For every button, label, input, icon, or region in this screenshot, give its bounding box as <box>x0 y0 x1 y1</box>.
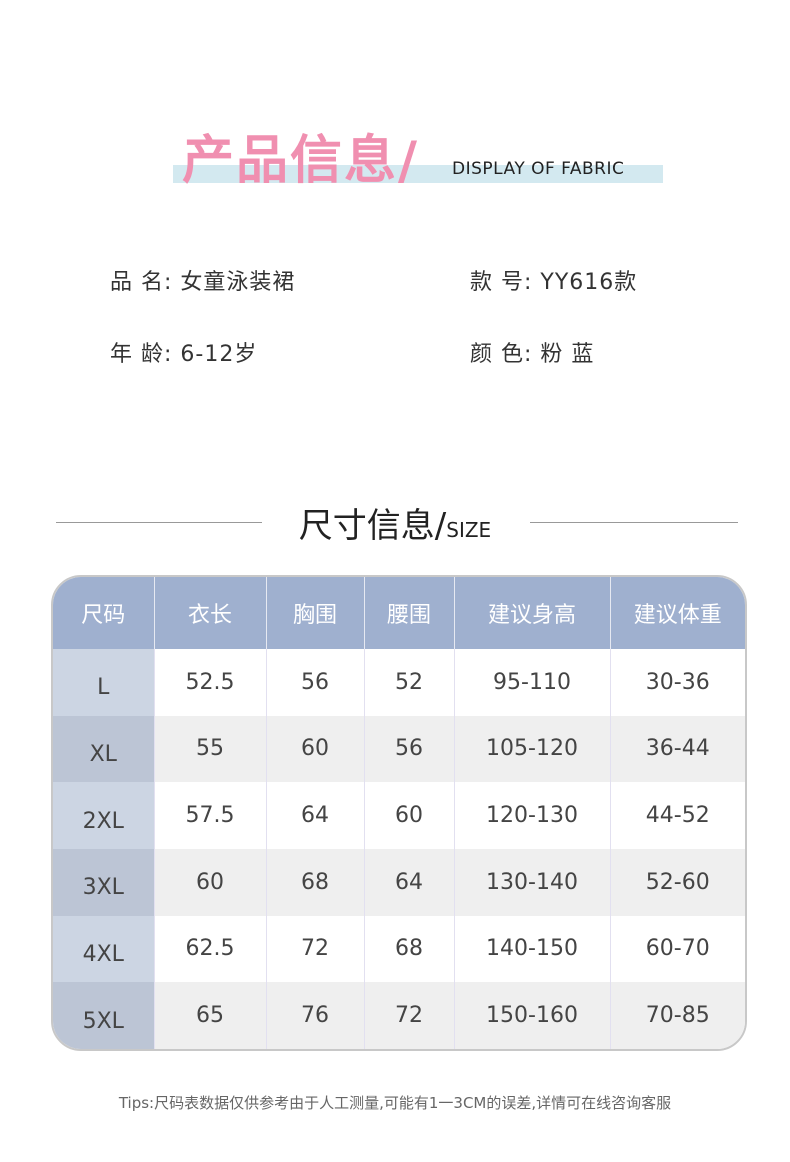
divider-left <box>56 522 262 523</box>
table-row: 4XL 62.5 72 68 140-150 60-70 <box>53 915 745 983</box>
table-cell: 140-150 <box>453 915 610 983</box>
table-cell: 52-60 <box>609 848 745 916</box>
age-value: 6-12岁 <box>180 342 258 367</box>
table-cell: 68 <box>265 848 364 916</box>
table-cell: 56 <box>363 715 454 783</box>
table-cell: 64 <box>363 848 454 916</box>
size-cell: 2XL <box>53 782 154 849</box>
section-title-product-info: 产品信息/ <box>182 131 419 191</box>
column-header: 建议体重 <box>609 577 745 649</box>
size-cell: XL <box>53 715 154 783</box>
size-title-cn: 尺寸信息/ <box>298 506 447 546</box>
table-cell: 62.5 <box>153 915 266 983</box>
color-label: 颜 色: <box>470 342 533 367</box>
title-band <box>173 165 663 183</box>
table-cell: 120-130 <box>453 782 610 849</box>
table-cell: 72 <box>363 982 454 1049</box>
table-cell: 57.5 <box>153 782 266 849</box>
table-cell: 60 <box>363 782 454 849</box>
table-cell: 70-85 <box>609 982 745 1049</box>
size-cell: L <box>53 649 154 716</box>
column-header: 尺码 <box>53 577 154 649</box>
column-header: 衣长 <box>153 577 266 649</box>
model-field: 款 号: YY616款 <box>470 264 637 296</box>
model-label: 款 号: <box>470 270 533 295</box>
table-cell: 44-52 <box>609 782 745 849</box>
name-value: 女童泳装裙 <box>180 270 296 295</box>
table-cell: 60-70 <box>609 915 745 983</box>
table-row: L 52.5 56 52 95-110 30-36 <box>53 649 745 716</box>
table-cell: 72 <box>265 915 364 983</box>
table-row: 5XL 65 76 72 150-160 70-85 <box>53 982 745 1049</box>
color-value: 粉 蓝 <box>540 342 595 367</box>
table-cell: 60 <box>153 848 266 916</box>
table-row: 3XL 60 68 64 130-140 52-60 <box>53 848 745 916</box>
color-field: 颜 色: 粉 蓝 <box>470 336 594 368</box>
table-cell: 95-110 <box>453 649 610 716</box>
section-title-size: 尺寸信息/SIZE <box>0 498 790 547</box>
column-header: 胸围 <box>265 577 364 649</box>
table-cell: 76 <box>265 982 364 1049</box>
table-header-row: 尺码 衣长 胸围 腰围 建议身高 建议体重 <box>53 577 745 649</box>
table-cell: 55 <box>153 715 266 783</box>
table-cell: 105-120 <box>453 715 610 783</box>
table-cell: 52 <box>363 649 454 716</box>
table-cell: 30-36 <box>609 649 745 716</box>
size-cell: 5XL <box>53 982 154 1049</box>
divider-right <box>530 522 738 523</box>
size-cell: 3XL <box>53 848 154 916</box>
table-cell: 60 <box>265 715 364 783</box>
size-title-en: SIZE <box>446 518 492 542</box>
table-cell: 52.5 <box>153 649 266 716</box>
column-header: 建议身高 <box>453 577 610 649</box>
size-cell: 4XL <box>53 915 154 983</box>
tips-text: Tips:尺码表数据仅供参考由于人工测量,可能有1一3CM的误差,详情可在线咨询… <box>118 1094 672 1112</box>
table-cell: 150-160 <box>453 982 610 1049</box>
table-cell: 130-140 <box>453 848 610 916</box>
age-label: 年 龄: <box>110 342 173 367</box>
table-cell: 56 <box>265 649 364 716</box>
section-subtitle: DISPLAY OF FABRIC <box>452 159 625 179</box>
model-value: YY616款 <box>540 270 638 295</box>
size-table: 尺码 衣长 胸围 腰围 建议身高 建议体重 L 52.5 56 52 95-110 30-36 XL 5… <box>51 575 747 1051</box>
table-row: 2XL 57.5 64 60 120-130 44-52 <box>53 782 745 849</box>
table-cell: 68 <box>363 915 454 983</box>
age-field: 年 龄: 6-12岁 <box>110 336 257 368</box>
table-cell: 64 <box>265 782 364 849</box>
name-field: 品 名: 女童泳装裙 <box>110 264 295 296</box>
table-cell: 65 <box>153 982 266 1049</box>
table-cell: 36-44 <box>609 715 745 783</box>
column-header: 腰围 <box>363 577 454 649</box>
name-label: 品 名: <box>110 270 173 295</box>
table-row: XL 55 60 56 105-120 36-44 <box>53 715 745 783</box>
